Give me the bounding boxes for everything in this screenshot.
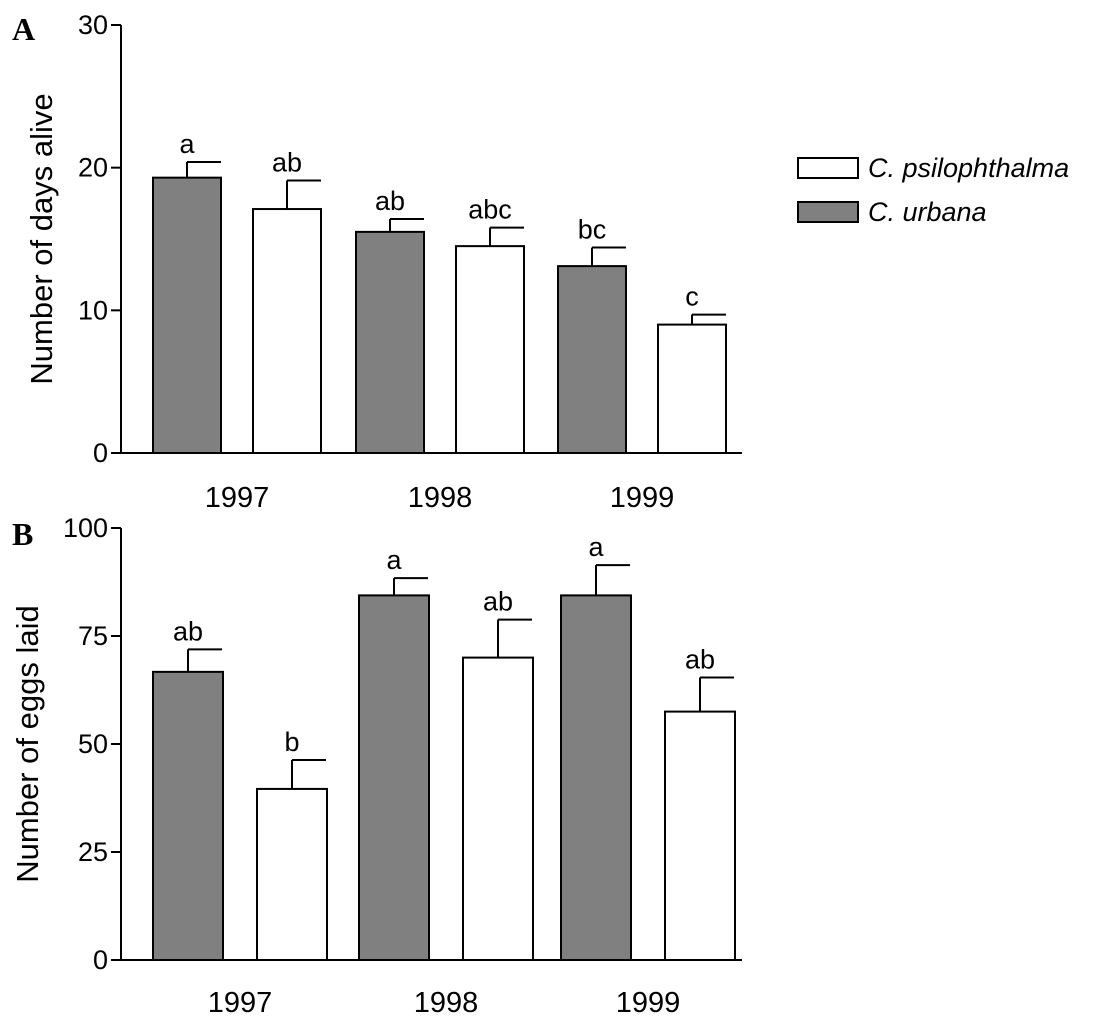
panel-label: A <box>12 11 35 47</box>
y-tick-label: 50 <box>78 729 108 759</box>
y-tick-label: 25 <box>78 837 108 867</box>
y-tick-label: 30 <box>78 10 108 40</box>
legend-label: C. psilophthalma <box>868 153 1069 183</box>
y-axis-title: Number of eggs laid <box>10 605 45 882</box>
legend-swatch <box>797 157 859 179</box>
significance-letter: ab <box>685 644 715 674</box>
panel-a-chart: 0 10 20 30 1997 1998 1999 a ab bc ab abc c Number of … <box>12 10 742 514</box>
y-tick-label: 20 <box>78 153 108 183</box>
panel-label: B <box>12 516 33 552</box>
bar <box>560 594 632 962</box>
bar <box>664 710 736 961</box>
bar <box>657 323 727 454</box>
x-tick-label: 1998 <box>408 482 473 514</box>
bar <box>252 208 322 454</box>
y-tick-label: 75 <box>78 621 108 651</box>
legend-swatch <box>797 201 859 223</box>
bar <box>152 176 222 455</box>
y-axis-title: Number of days alive <box>24 93 59 384</box>
significance-letter: b <box>284 727 299 757</box>
bar <box>152 670 224 962</box>
significance-letter: a <box>588 532 604 562</box>
x-tick-label: 1997 <box>205 482 270 514</box>
y-tick-label: 0 <box>93 945 108 975</box>
significance-letter: ab <box>272 148 302 178</box>
bar <box>256 787 328 961</box>
bar <box>455 245 525 454</box>
x-tick-label: 1999 <box>610 482 675 514</box>
significance-letter: abc <box>468 195 512 225</box>
significance-letter: bc <box>578 215 607 245</box>
significance-letter: a <box>179 129 195 159</box>
y-tick-label: 100 <box>63 513 108 543</box>
significance-letter: ab <box>173 616 203 646</box>
x-tick-label: 1997 <box>208 987 273 1016</box>
x-tick-label: 1998 <box>414 987 479 1016</box>
x-tick-label: 1999 <box>616 987 681 1016</box>
legend-label: C. urbana <box>868 197 987 227</box>
significance-letter: c <box>685 282 699 312</box>
y-tick-label: 0 <box>93 438 108 468</box>
significance-letter: a <box>386 545 402 575</box>
bar <box>355 230 425 454</box>
bar <box>557 265 627 454</box>
significance-letter: ab <box>375 186 405 216</box>
bar <box>462 656 534 961</box>
bar <box>358 594 430 962</box>
significance-letter: ab <box>483 587 513 617</box>
y-tick-label: 10 <box>78 295 108 325</box>
legend: C. psilophthalma C. urbana <box>797 153 1069 227</box>
